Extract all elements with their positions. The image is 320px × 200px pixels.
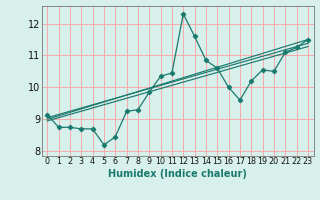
X-axis label: Humidex (Indice chaleur): Humidex (Indice chaleur) — [108, 169, 247, 179]
